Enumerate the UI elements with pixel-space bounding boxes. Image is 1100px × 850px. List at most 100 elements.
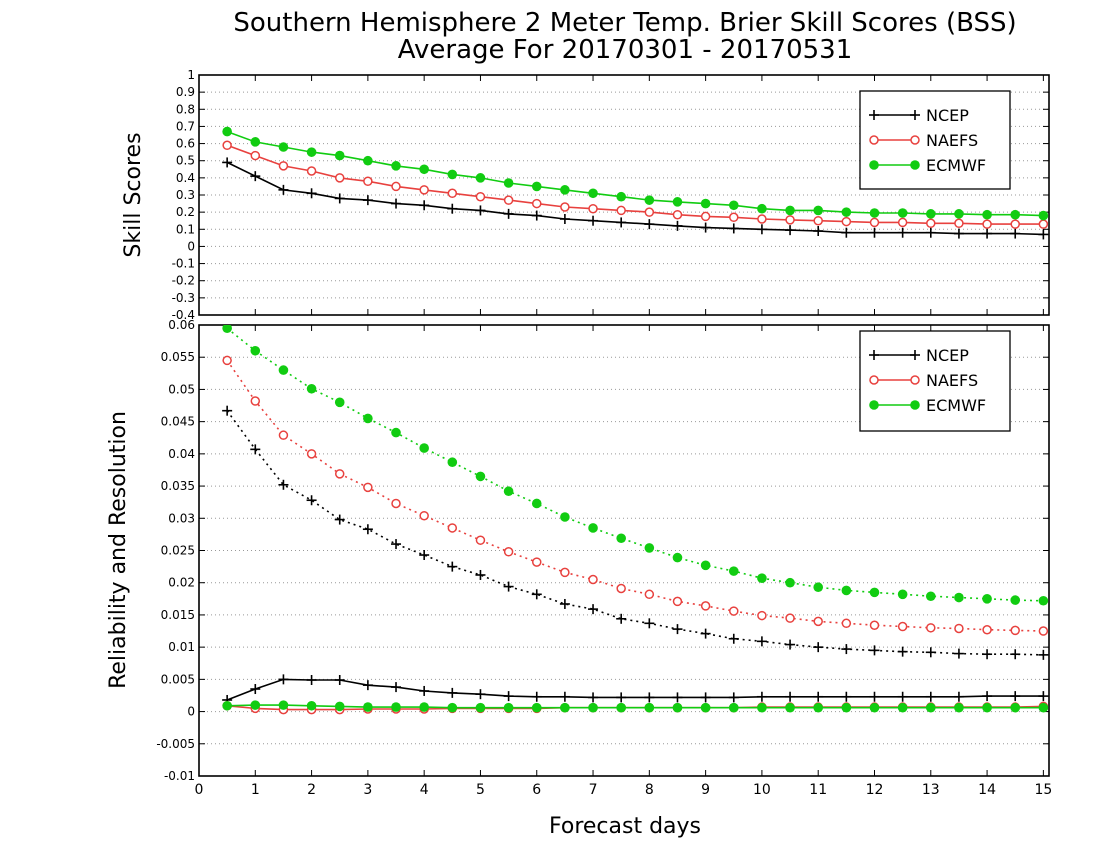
data-point-ecmwf [785,577,795,588]
data-point-naefs [926,218,936,229]
data-point-ncep [841,691,852,702]
legend-marker-ncep [910,350,920,360]
data-point-ecmwf [616,533,626,544]
data-point-ecmwf [222,700,232,711]
x-tick-label: 6 [532,782,541,798]
data-point-naefs [222,140,232,151]
data-point-ecmwf [503,486,514,497]
data-point-ecmwf [560,512,570,522]
data-point-naefs [616,205,626,216]
data-point-ecmwf [531,498,542,509]
y-tick-label: 0.9 [176,85,195,99]
data-point-ncep [616,217,627,228]
data-point-ecmwf [531,181,542,192]
data-point-ncep [728,692,739,703]
data-point-ncep [334,675,345,686]
x-tick-label: 0 [195,782,204,798]
legend-marker-ncep [869,350,879,360]
data-point-ncep [475,569,486,580]
data-point-ecmwf [334,150,345,161]
data-point-ncep [925,647,936,658]
data-point-ncep [756,224,767,235]
data-point-ncep [813,691,824,702]
legend-label-ecmwf: ECMWF [926,156,986,175]
y-tick-label: -0.005 [156,737,195,751]
data-point-naefs [334,173,345,183]
y-tick-label: 0.015 [161,608,195,622]
data-point-naefs [644,207,655,217]
data-point-ecmwf [897,702,908,713]
x-tick-label: 5 [476,782,485,798]
legend-label-naefs: NAEFS [926,371,978,390]
chart-title-line2: Average For 20170301 - 20170531 [398,35,853,65]
data-point-naefs [672,596,683,607]
data-point-ecmwf [306,147,317,157]
legend-label-ncep: NCEP [926,106,969,125]
data-point-ecmwf [334,397,345,408]
y-tick-label: 0.03 [168,511,195,525]
data-point-naefs [531,557,542,567]
data-point-ncep [1038,229,1049,240]
data-point-naefs [700,601,711,611]
data-point-ecmwf [447,457,458,468]
data-point-ncep [334,514,345,525]
y-tick-label: -0.01 [164,769,195,783]
data-point-naefs [250,150,261,161]
legend-marker-ncep [910,110,920,120]
data-point-ncep [419,685,430,696]
data-point-ecmwf [869,702,880,713]
data-point-ncep [503,691,514,702]
data-point-naefs [1010,625,1020,636]
data-point-ecmwf [954,702,964,713]
y-tick-label: 0.3 [176,188,195,202]
data-point-naefs [841,216,852,227]
y-tick-label: 0 [187,239,195,253]
y-axis-label: Reliability and Resolution [106,411,131,689]
data-point-ncep [925,227,936,238]
data-point-naefs [250,396,261,406]
data-point-ecmwf [588,188,598,199]
data-point-ecmwf [306,700,317,711]
data-point-ncep [869,645,880,656]
data-point-ncep [925,691,936,702]
data-point-naefs [391,498,401,509]
data-point-ncep [1010,649,1021,660]
data-point-ecmwf [391,161,401,171]
x-tick-label: 1 [251,782,260,798]
data-point-naefs [813,616,823,627]
data-point-ecmwf [644,702,655,713]
data-point-ecmwf [785,702,795,713]
data-point-ncep [250,444,261,455]
data-point-naefs [926,623,936,633]
legend-box [859,330,1011,432]
data-point-ncep [588,215,599,226]
data-point-ecmwf [672,552,683,563]
data-point-ecmwf [616,702,626,713]
data-point-ncep [306,675,317,686]
series-line-ecmwf-dotted [226,327,1044,602]
legend-marker-ncep [869,110,879,120]
data-point-naefs [334,469,345,479]
data-point-ncep [419,550,430,561]
data-point-naefs [475,191,486,202]
x-tick-label: 14 [978,782,996,798]
data-point-ncep [250,171,261,182]
data-point-ncep [1010,691,1021,702]
legend: NCEP NAEFS ECMWF [859,330,1011,432]
data-point-naefs [813,215,823,226]
data-point-ecmwf [757,702,767,713]
data-point-naefs [869,217,880,228]
data-point-ncep [559,214,570,224]
series-line-naefs-dotted [226,359,1044,632]
y-tick-label: 0.6 [176,137,195,151]
skill-scores-panel: -0.4 -0.3 -0.2 -0.1 0 0.1 0.2 0.3 0.4 0.5 0.6 0.7 0.… [121,68,1050,322]
data-point-naefs [447,188,458,199]
y-tick-label: 0.2 [176,205,195,219]
data-point-ncep [447,203,458,214]
data-point-ncep [644,219,655,230]
x-tick-label: 4 [420,782,429,798]
x-tick-label: 13 [922,782,940,798]
legend-marker-naefs [910,135,920,145]
data-point-ncep [531,691,542,702]
data-point-ncep [953,648,964,659]
